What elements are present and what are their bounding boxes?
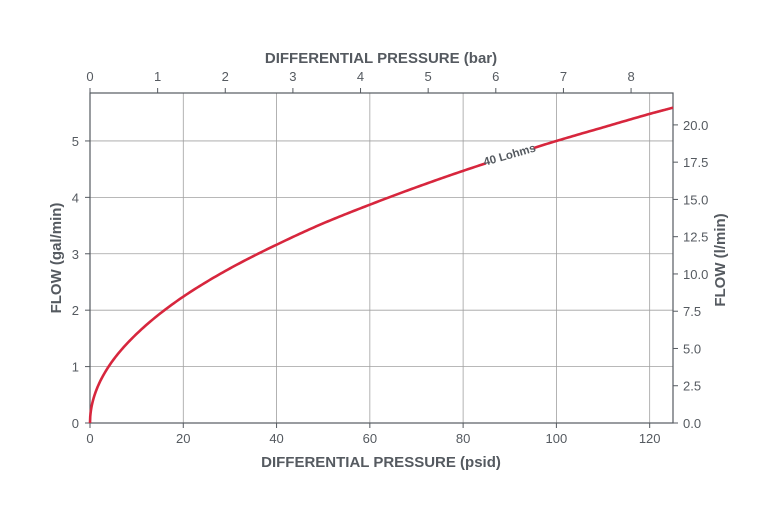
series-label-background: [483, 141, 536, 170]
x2-tick-label: 2: [222, 69, 229, 84]
x-tick-label: 100: [546, 431, 568, 446]
y2-tick-label: 5.0: [683, 341, 701, 356]
y-tick-label: 3: [72, 247, 79, 262]
series-line-40-lohms: [88, 106, 674, 424]
y2-tick-label: 20.0: [683, 118, 708, 133]
x-tick-label: 120: [639, 431, 661, 446]
y2-tick-label: 15.0: [683, 192, 708, 207]
y2-tick-label: 2.5: [683, 379, 701, 394]
y2-tick-label: 12.5: [683, 230, 708, 245]
tick-labels: 0 20 40 60 80 100 120 0 1 2 3 4 5 0 1 2 3 4 5 6 7 8 0.0 2.5 5.0 7…: [72, 69, 709, 446]
x2-tick-label: 1: [154, 69, 161, 84]
x2-axis-title: DIFFERENTIAL PRESSURE (bar): [265, 50, 497, 67]
x2-tick-label: 8: [627, 69, 634, 84]
x2-tick-label: 6: [492, 69, 499, 84]
y2-axis-title: FLOW (l/min): [712, 213, 729, 306]
x-axis-title: DIFFERENTIAL PRESSURE (psid): [261, 454, 501, 471]
x-tick-label: 40: [269, 431, 283, 446]
y-tick-label: 0: [72, 416, 79, 431]
y-tick-label: 1: [72, 360, 79, 375]
y-tick-label: 2: [72, 303, 79, 318]
x2-tick-label: 5: [425, 69, 432, 84]
y2-tick-label: 0.0: [683, 416, 701, 431]
y2-tick-label: 10.0: [683, 267, 708, 282]
y2-tick-label: 17.5: [683, 155, 708, 170]
y2-tick-label: 7.5: [683, 304, 701, 319]
series-label-group: 40 Lohms: [482, 141, 537, 170]
ticks: [85, 88, 678, 428]
y-tick-label: 4: [72, 190, 79, 205]
x2-tick-label: 3: [289, 69, 296, 84]
series-label-40-lohms: 40 Lohms: [482, 142, 537, 168]
x-tick-label: 0: [86, 431, 93, 446]
y-axis-title: FLOW (gal/min): [48, 203, 65, 314]
x-tick-label: 60: [363, 431, 377, 446]
x-tick-label: 20: [176, 431, 190, 446]
x2-tick-label: 4: [357, 69, 364, 84]
grid: [90, 93, 673, 423]
x2-tick-label: 0: [86, 69, 93, 84]
x2-tick-label: 7: [560, 69, 567, 84]
y-tick-label: 5: [72, 134, 79, 149]
plot-frame: [89, 92, 674, 424]
x-tick-label: 80: [456, 431, 470, 446]
